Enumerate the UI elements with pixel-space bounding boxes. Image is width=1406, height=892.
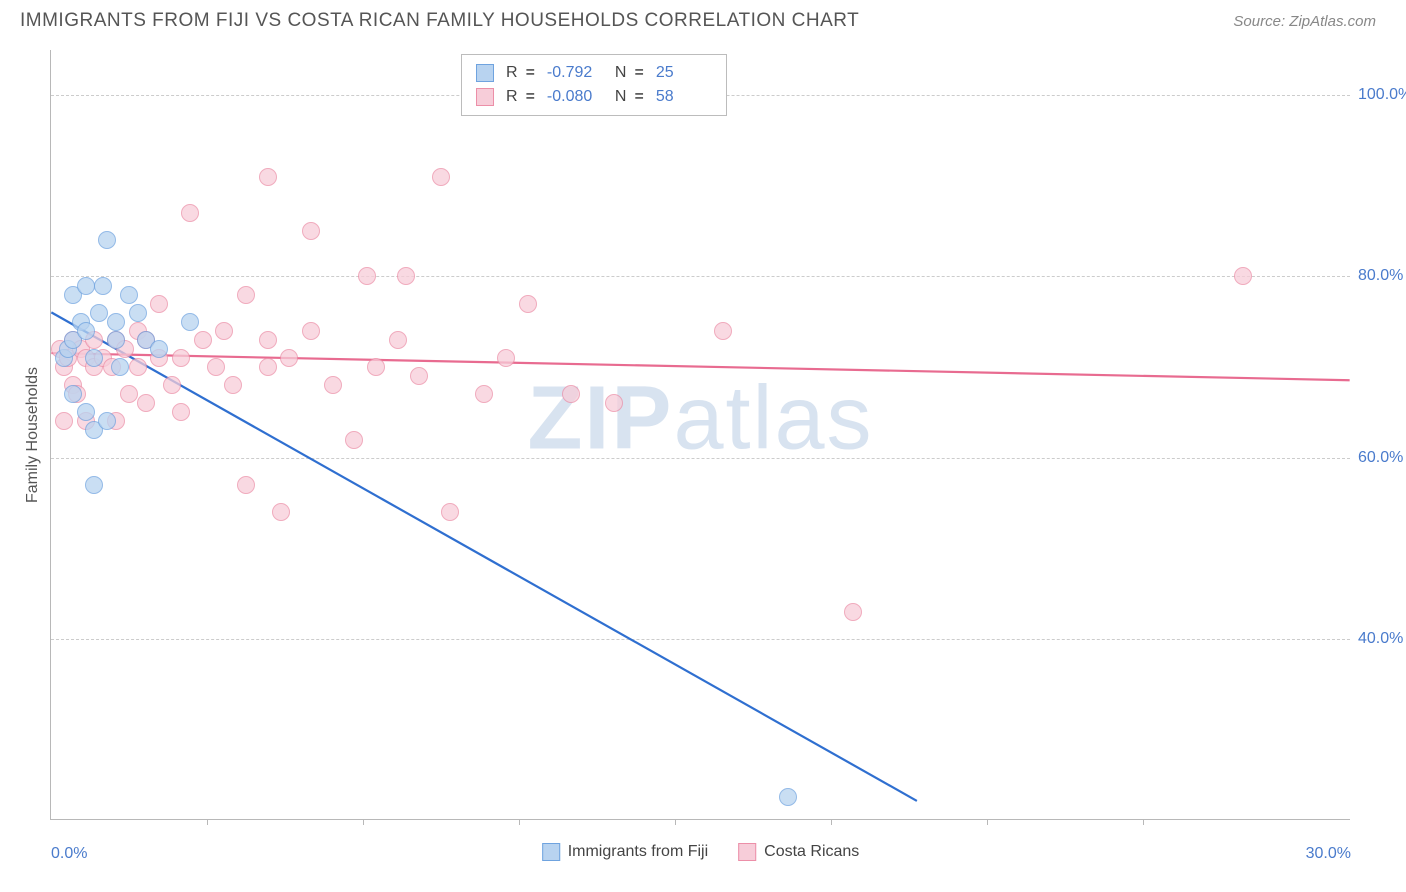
data-point [85,476,103,494]
data-point [215,322,233,340]
data-point [129,358,147,376]
data-point [120,385,138,403]
data-point [137,394,155,412]
x-minor-tick [363,819,364,825]
data-point [150,295,168,313]
data-point [324,376,342,394]
data-point [172,349,190,367]
data-point [280,349,298,367]
swatch-costa-rican [476,88,494,106]
data-point [475,385,493,403]
legend-label-costa-rican: Costa Ricans [764,843,859,861]
data-point [55,412,73,430]
x-tick-label: 0.0% [51,845,87,863]
chart-title: IMMIGRANTS FROM FIJI VS COSTA RICAN FAMI… [20,10,859,32]
swatch-fiji-icon [542,843,560,861]
data-point [358,267,376,285]
data-point [111,358,129,376]
data-point [237,476,255,494]
x-minor-tick [519,819,520,825]
data-point [129,304,147,322]
data-point [181,313,199,331]
trend-line [51,353,1349,380]
data-point [497,349,515,367]
data-point [172,403,190,421]
legend-item-fiji: Immigrants from Fiji [542,843,708,861]
data-point [150,340,168,358]
swatch-fiji [476,64,494,82]
data-point [98,231,116,249]
trend-lines [51,50,1350,819]
data-point [259,358,277,376]
data-point [120,286,138,304]
y-tick-label: 60.0% [1358,449,1406,467]
x-tick-label: 30.0% [1306,845,1351,863]
data-point [844,603,862,621]
x-minor-tick [1143,819,1144,825]
series-legend: Immigrants from Fiji Costa Ricans [542,843,860,861]
x-minor-tick [207,819,208,825]
data-point [432,168,450,186]
data-point [94,277,112,295]
chart-plot-area: ZIPatlas Family Households 40.0%60.0%80.… [50,50,1350,820]
data-point [64,385,82,403]
data-point [77,403,95,421]
data-point [224,376,242,394]
legend-item-costa-rican: Costa Ricans [738,843,859,861]
legend-row-fiji: R = -0.792 N = 25 [476,61,712,85]
data-point [207,358,225,376]
data-point [441,503,459,521]
data-point [519,295,537,313]
data-point [107,331,125,349]
data-point [562,385,580,403]
x-minor-tick [675,819,676,825]
x-minor-tick [987,819,988,825]
data-point [345,431,363,449]
data-point [85,349,103,367]
data-point [77,322,95,340]
data-point [259,331,277,349]
data-point [302,222,320,240]
y-tick-label: 80.0% [1358,267,1406,285]
data-point [237,286,255,304]
data-point [90,304,108,322]
data-point [77,277,95,295]
data-point [194,331,212,349]
y-tick-label: 40.0% [1358,630,1406,648]
correlation-legend: R = -0.792 N = 25 R = -0.080 N = 58 [461,54,727,116]
x-minor-tick [831,819,832,825]
legend-row-costa-rican: R = -0.080 N = 58 [476,85,712,109]
data-point [1234,267,1252,285]
data-point [98,412,116,430]
data-point [410,367,428,385]
data-point [163,376,181,394]
y-axis-title: Family Households [24,366,42,502]
y-tick-label: 100.0% [1358,86,1406,104]
swatch-costa-rican-icon [738,843,756,861]
data-point [605,394,623,412]
data-point [389,331,407,349]
data-point [779,788,797,806]
legend-label-fiji: Immigrants from Fiji [568,843,708,861]
source-credit: Source: ZipAtlas.com [1233,13,1376,30]
data-point [272,503,290,521]
data-point [181,204,199,222]
data-point [259,168,277,186]
data-point [397,267,415,285]
data-point [367,358,385,376]
data-point [714,322,732,340]
data-point [107,313,125,331]
data-point [302,322,320,340]
